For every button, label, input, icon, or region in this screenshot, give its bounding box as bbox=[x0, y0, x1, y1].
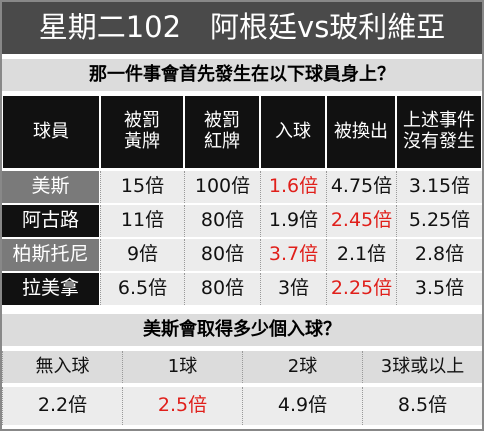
odds-cell: 1.9倍 bbox=[260, 205, 326, 237]
odds-cell: 80倍 bbox=[184, 239, 260, 271]
player-name: 拉美拿 bbox=[2, 273, 99, 305]
odds-cell: 15倍 bbox=[100, 171, 184, 203]
column-header: 球員 bbox=[3, 96, 99, 168]
odds-cell: 11倍 bbox=[100, 205, 184, 237]
question: 美斯會取得多少個入球？ bbox=[2, 314, 482, 346]
odds-cell: 3.15倍 bbox=[396, 171, 482, 203]
odds-cell: 2.45倍 bbox=[326, 205, 396, 237]
odds-cell: 9倍 bbox=[100, 239, 184, 271]
column-header: 入球 bbox=[261, 96, 325, 168]
odds-cell: 3.5倍 bbox=[396, 273, 482, 305]
column-header: 2球 bbox=[242, 351, 362, 383]
odds-cell: 100倍 bbox=[184, 171, 260, 203]
odds-cell: 80倍 bbox=[184, 205, 260, 237]
odds-cell: 3.7倍 bbox=[260, 239, 326, 271]
column-header: 1球 bbox=[122, 351, 242, 383]
odds-cell: 2.1倍 bbox=[326, 239, 396, 271]
player-name: 阿古路 bbox=[2, 205, 99, 237]
title: 星期二102 阿根廷vs玻利維亞 bbox=[2, 2, 482, 54]
column-header: 被罰 紅牌 bbox=[185, 96, 259, 168]
odds-cell: 3倍 bbox=[260, 273, 326, 305]
odds-cell: 6.5倍 bbox=[100, 273, 184, 305]
column-header: 無入球 bbox=[2, 351, 122, 383]
odds-cell: 4.9倍 bbox=[242, 387, 362, 425]
odds-cell: 2.2倍 bbox=[2, 387, 122, 425]
player-name: 柏斯托尼 bbox=[2, 239, 99, 271]
player-name: 美斯 bbox=[2, 171, 99, 203]
odds-cell: 2.8倍 bbox=[396, 239, 482, 271]
odds-cell: 8.5倍 bbox=[362, 387, 482, 425]
odds-cell: 80倍 bbox=[184, 273, 260, 305]
column-header: 3球或以上 bbox=[362, 351, 482, 383]
column-header: 上述事件 沒有發生 bbox=[397, 96, 481, 168]
odds-cell: 2.5倍 bbox=[122, 387, 242, 425]
column-header: 被罰 黃牌 bbox=[101, 96, 183, 168]
question: 那一件事會首先發生在以下球員身上？ bbox=[2, 59, 482, 91]
odds-cell: 5.25倍 bbox=[396, 205, 482, 237]
odds-cell: 1.6倍 bbox=[260, 171, 326, 203]
column-header: 被換出 bbox=[327, 96, 395, 168]
odds-cell: 4.75倍 bbox=[326, 171, 396, 203]
odds-cell: 2.25倍 bbox=[326, 273, 396, 305]
